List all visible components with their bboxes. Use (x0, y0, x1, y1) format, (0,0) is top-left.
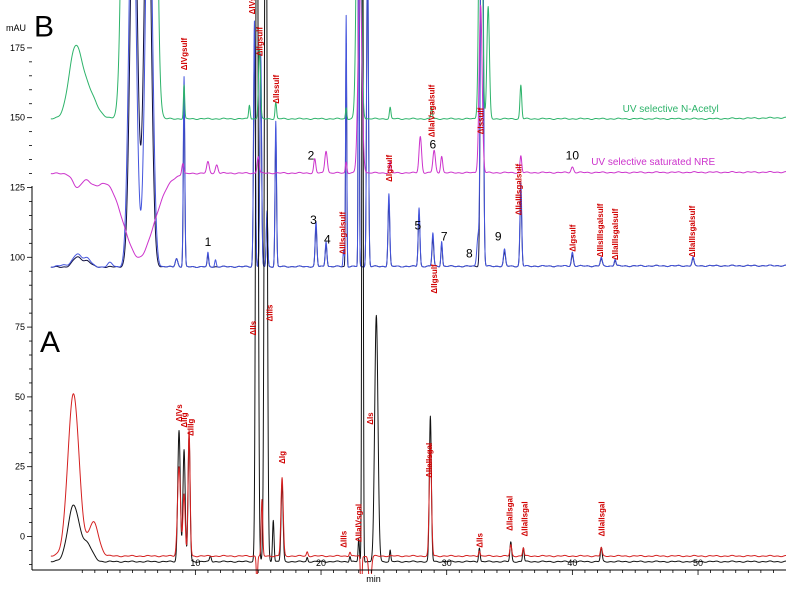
compound-label: ΔIIIs (340, 530, 349, 547)
compound-label: ΔIIg (180, 412, 189, 427)
x-tick-label: 50 (693, 558, 703, 568)
compound-label: ΔIIIsIIIsgalsulf (596, 203, 605, 257)
compound-label: ΔIIaIIsgal (425, 443, 434, 478)
compound-label: ΔIVssulf (248, 0, 257, 14)
compound-label: ΔIIIs (266, 304, 275, 321)
y-tick-label: 125 (10, 182, 25, 192)
y-tick-label: 50 (15, 392, 25, 402)
compound-label: ΔIIs (475, 533, 484, 548)
peak-number-label: 3 (310, 213, 317, 227)
peak-number-label: 7 (441, 230, 448, 244)
y-tick-label: 150 (10, 113, 25, 123)
compound-label: ΔIgsulf (568, 224, 577, 251)
panel-letter-a: A (40, 326, 60, 359)
compound-label: ΔIIaIIIsgalsulf (688, 205, 697, 257)
compound-label: ΔIIaIIsgal (597, 501, 606, 536)
peak-number-label: 1 (205, 235, 212, 249)
panel-letter-b: B (34, 11, 54, 44)
compound-label: ΔIIIg (186, 419, 195, 436)
compound-label: ΔIIaIIIsgalsulf (514, 164, 523, 216)
compound-label: ΔIIaIIIsgalsulf (611, 208, 620, 260)
peak-number-label: 10 (566, 149, 580, 163)
x-tick-label: 20 (316, 558, 326, 568)
x-axis-label: min (366, 574, 381, 584)
trace-n-acetyl (50, 0, 786, 120)
compound-label: ΔIssulf (477, 107, 486, 134)
y-tick-label: 175 (10, 43, 25, 53)
compound-label: ΔIIgsulf (430, 264, 439, 294)
compound-label: ΔIVgsulf (180, 37, 189, 70)
trace-blue (50, 0, 786, 268)
compound-label: ΔIIssulf (272, 74, 281, 103)
x-tick-label: 10 (190, 558, 200, 568)
y-tick-label: 25 (15, 462, 25, 472)
compound-label: ΔIIaIIsgal (521, 501, 530, 536)
trace-red (50, 393, 786, 574)
compound-label: ΔIIIsgalsulf (338, 212, 347, 255)
y-axis-label: mAU (6, 23, 26, 33)
compound-label: ΔIgsulf (385, 154, 394, 181)
compound-label: ΔIVs (175, 404, 184, 422)
trace-label-n-acetyl: UV selective N-Acetyl (623, 104, 719, 115)
x-tick-label: 40 (567, 558, 577, 568)
peak-number-label: 6 (430, 137, 437, 151)
compound-label: ΔIIaIVsgalsulf (428, 84, 437, 137)
peak-number-label: 5 (414, 218, 421, 232)
compound-label: ΔIIgsulf (256, 27, 265, 57)
peak-number-label: 8 (466, 246, 473, 260)
compound-label: ΔIg (278, 451, 287, 464)
peak-number-label: 4 (324, 232, 331, 246)
compound-label: ΔIIs (249, 320, 258, 335)
compound-label: ΔIIaIIsgal (506, 496, 515, 531)
compound-label: ΔIs (366, 412, 375, 425)
trace-label-saturated-nre: UV selective saturated NRE (591, 157, 715, 168)
peak-number-label: 2 (308, 149, 315, 163)
y-tick-label: 0 (20, 531, 25, 541)
y-tick-label: 100 (10, 252, 25, 262)
trace-black (50, 0, 786, 563)
trace-saturated-nre (50, 0, 786, 258)
x-tick-label: 30 (442, 558, 452, 568)
annotation-layer: B A UV selective N-Acetyl UV selective s… (34, 0, 719, 548)
peak-number-label: 9 (495, 230, 502, 244)
y-tick-label: 75 (15, 322, 25, 332)
traces-layer (50, 0, 786, 574)
compound-label: ΔIIaIVsgal (355, 504, 364, 542)
